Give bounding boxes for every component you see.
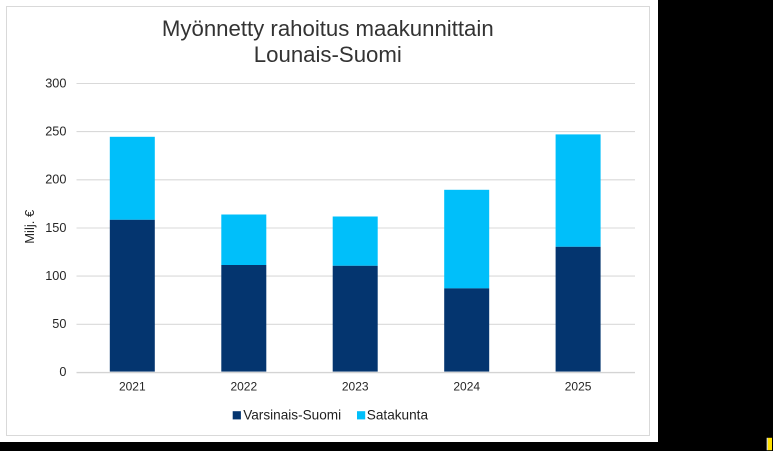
svg-text:100: 100 [45, 269, 66, 283]
svg-text:250: 250 [45, 124, 66, 138]
svg-text:2023: 2023 [342, 380, 369, 394]
svg-text:2022: 2022 [230, 380, 257, 394]
svg-text:Milj. €: Milj. € [22, 209, 37, 244]
svg-text:Myönnetty rahoitus maakunnitta: Myönnetty rahoitus maakunnittain [162, 16, 494, 41]
svg-text:300: 300 [45, 76, 66, 90]
svg-text:2021: 2021 [119, 380, 146, 394]
svg-text:Lounais-Suomi: Lounais-Suomi [254, 42, 402, 67]
svg-text:2025: 2025 [565, 380, 592, 394]
svg-text:50: 50 [52, 317, 66, 331]
svg-text:Varsinais-Suomi: Varsinais-Suomi [243, 407, 341, 422]
svg-text:200: 200 [45, 173, 66, 187]
svg-text:0: 0 [59, 365, 66, 379]
svg-text:2024: 2024 [453, 380, 480, 394]
svg-text:150: 150 [45, 221, 66, 235]
svg-text:Satakunta: Satakunta [367, 407, 429, 422]
